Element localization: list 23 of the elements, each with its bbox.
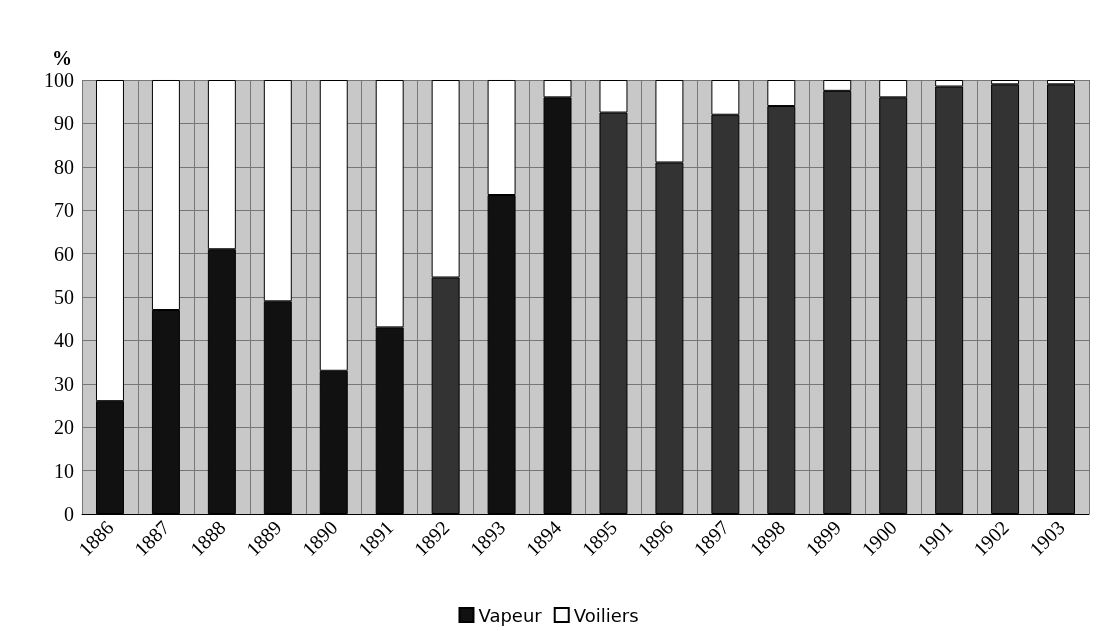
y-tick-label: 70: [54, 199, 74, 222]
x-tick-label: 1890: [297, 516, 342, 561]
x-tick-label: 1891: [353, 516, 398, 561]
x-tick-label: 1901: [913, 516, 957, 561]
y-tick-label: 60: [54, 242, 74, 265]
x-tick-label: 1902: [969, 516, 1013, 561]
y-tick-label: 10: [54, 459, 74, 482]
y-tick-label: 20: [54, 416, 74, 439]
y-tick-label: 80: [54, 155, 74, 178]
y-axis-title: %: [52, 47, 72, 69]
y-tick-label: 100: [44, 69, 74, 91]
y-tick-label: 0: [64, 503, 74, 525]
x-tick-label: 1900: [857, 516, 901, 561]
y-tick-label: 40: [54, 329, 74, 352]
x-tick-label: 1903: [1024, 516, 1069, 561]
y-tick-label: 90: [54, 112, 74, 135]
x-tick-label: 1899: [801, 516, 846, 561]
legend-label: Vapeur: [478, 604, 543, 626]
legend-label: Voiliers: [573, 604, 639, 626]
y-tick-label: 50: [54, 286, 74, 308]
x-tick-label: 1892: [409, 516, 454, 561]
y-tick-label: 30: [54, 372, 74, 395]
x-tick-label: 1889: [241, 516, 286, 561]
